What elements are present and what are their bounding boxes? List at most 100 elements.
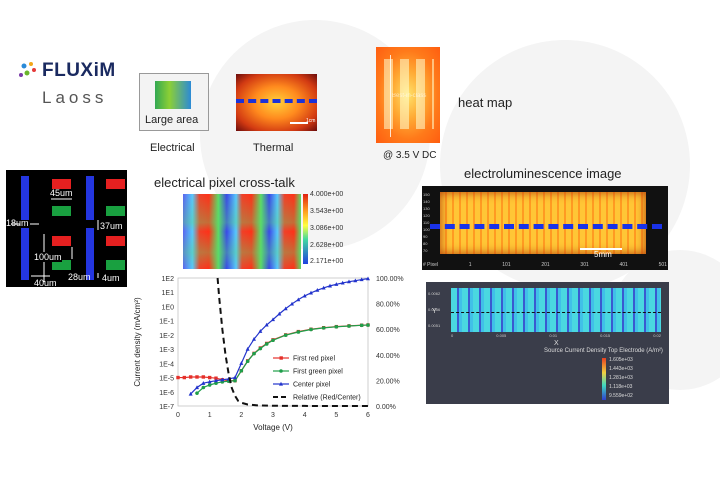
data-point (302, 293, 307, 298)
legend-label: First green pixel (293, 369, 343, 376)
x-axis-label: Voltage (V) (253, 423, 293, 432)
crosstalk-title: electrical pixel cross-talk (154, 175, 295, 190)
data-point (201, 385, 206, 390)
el-y-ticks: 150 140 130 120 110 100 90 80 70 (423, 192, 430, 253)
dim-37um: 37um (100, 221, 123, 231)
data-point (353, 278, 358, 283)
data-point (366, 323, 370, 327)
dim-40um: 40um (34, 278, 57, 288)
x-tick-label: 6 (366, 412, 370, 419)
large-area-label: Large area (145, 114, 199, 126)
data-point (214, 381, 218, 386)
data-point (309, 290, 313, 295)
data-point (290, 301, 294, 306)
y-tick-label: 1E2 (162, 276, 175, 283)
logo-product: Laoss (42, 88, 108, 107)
thermal-scalebar (290, 122, 308, 124)
heat-map-image: Best-in-class (376, 47, 440, 143)
cb-label-3: 2.628e+00 (310, 242, 344, 249)
x-tick-label: 2 (239, 412, 243, 419)
y-tick-label: 1E-4 (159, 361, 174, 368)
el-title: electroluminescence image (464, 166, 622, 181)
simulation-midline (451, 312, 661, 313)
data-point (315, 287, 320, 292)
y-tick-label: 1E-3 (159, 347, 174, 354)
heat-map-label: heat map (458, 95, 513, 110)
dim-18um: 18um (6, 218, 29, 228)
x-tick-label: 1 (208, 412, 212, 419)
sim-axis-y: Y (432, 308, 437, 315)
y2-tick-label: 40.00% (376, 353, 400, 360)
data-point (201, 375, 206, 379)
data-point (328, 283, 332, 288)
data-point (233, 378, 237, 383)
data-point (321, 285, 326, 290)
crosstalk-colorbar-labels: 4.000e+00 3.543e+00 3.086e+00 2.628e+00 … (310, 191, 348, 269)
thermal-scale-label: 1cm (306, 118, 316, 124)
caption-voltage: @ 3.5 V DC (383, 150, 437, 161)
legend-label: Center pixel (293, 382, 331, 389)
y-tick-label: 1E-2 (159, 333, 174, 340)
crosstalk-map (183, 194, 301, 269)
data-point (258, 329, 263, 333)
data-point (207, 383, 212, 387)
sim-colorbar (602, 358, 606, 400)
data-point (214, 376, 218, 380)
large-area-thumbnail: Large area (139, 73, 209, 131)
legend-marker (279, 369, 283, 373)
legend-marker (279, 381, 283, 386)
heat-map-pixels (384, 59, 434, 129)
el-line-scan (430, 224, 662, 229)
data-point (283, 333, 288, 338)
heat-map-line (390, 55, 391, 137)
data-point (252, 336, 256, 341)
pixel-layout-diagram: 18um 45um 37um 100um 28um 40um 4um (6, 170, 127, 288)
y-tick-label: 1E-5 (159, 376, 174, 383)
crosstalk-band-overlay (183, 194, 301, 269)
data-point (309, 327, 313, 332)
data-point (233, 375, 237, 380)
y2-tick-label: 0.00% (376, 404, 396, 411)
x-tick-label: 0 (176, 412, 180, 419)
data-point (264, 342, 269, 346)
legend-marker (279, 356, 283, 360)
data-point (264, 322, 269, 327)
simulation-map (451, 288, 661, 332)
dim-28um: 28um (68, 272, 91, 282)
data-point (176, 375, 180, 380)
el-scalebar-label: 5mm (594, 250, 612, 259)
cb-label-0: 4.000e+00 (310, 191, 344, 198)
data-point (258, 346, 263, 351)
thermal-image: 1cm (236, 74, 317, 131)
data-point (188, 375, 193, 379)
y-tick-label: 1E1 (162, 290, 175, 297)
x-tick-label: 5 (334, 412, 338, 419)
data-point (347, 279, 351, 284)
data-point (239, 368, 244, 373)
el-scalebar (580, 248, 622, 250)
data-point (296, 297, 301, 302)
dim-100um: 100um (34, 252, 62, 262)
data-point (245, 346, 250, 351)
logo-dots-icon (19, 62, 36, 77)
cb-label-1: 3.543e+00 (310, 208, 344, 215)
data-point (195, 385, 199, 390)
data-point (359, 323, 364, 328)
data-point (220, 377, 225, 382)
pixel-layout-svg (11, 176, 125, 282)
heat-map-overlay-text: Best-in-class (392, 93, 427, 99)
el-x-ticks: # Pixel 1 101 201 301 401 501 (423, 262, 667, 268)
fluxim-logo: FLUXiM Laoss (18, 56, 128, 126)
sim-colorbar-title: Source Current Density Top Electrode (A/… (544, 348, 663, 354)
data-point (195, 391, 199, 395)
data-point (321, 326, 326, 330)
y2-tick-label: 100.00% (376, 276, 404, 283)
caption-electrical: Electrical (150, 142, 195, 154)
data-point (201, 381, 206, 385)
el-image-frame: 5mm 150 140 130 120 110 100 90 80 70 # Pixel 1 101… (422, 186, 668, 270)
sim-colorbar-labels: 1.605e+03 1.443e+03 1.281e+03 1.118e+03 9.55… (609, 357, 633, 399)
data-point (271, 317, 275, 322)
iv-chart: 1E21E11E01E-11E-21E-31E-41E-51E-61E-7100… (133, 276, 404, 432)
legend-label: First red pixel (293, 356, 335, 363)
data-point (182, 375, 187, 380)
